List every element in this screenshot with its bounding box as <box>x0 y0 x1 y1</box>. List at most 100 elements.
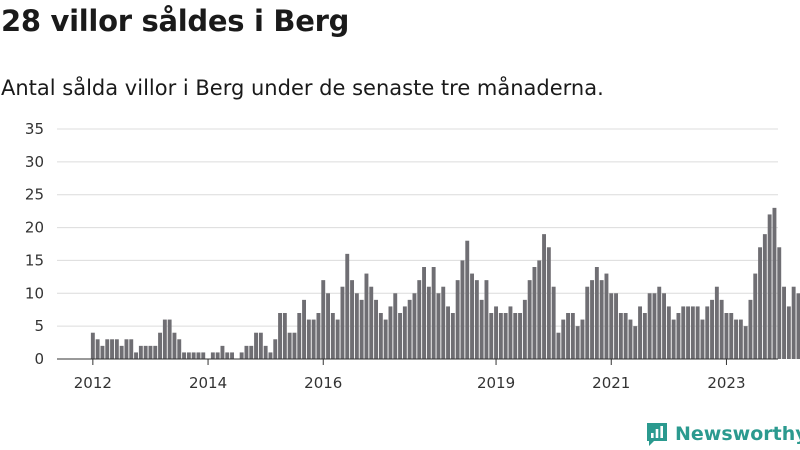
bar <box>566 313 570 359</box>
brand-name: Newsworthy <box>675 423 800 445</box>
bar <box>278 313 282 359</box>
bar <box>594 267 599 359</box>
bar <box>484 280 489 359</box>
bar <box>450 313 455 359</box>
bar <box>767 214 772 359</box>
bar <box>777 247 782 359</box>
bar <box>95 339 100 359</box>
bar <box>748 299 753 359</box>
bar <box>460 260 465 359</box>
bar <box>201 352 206 359</box>
bar <box>297 313 302 359</box>
x-tick-label: 2019 <box>477 374 515 392</box>
bar <box>537 260 542 359</box>
bar <box>580 319 585 359</box>
bar <box>378 313 383 359</box>
bar-chart: 0510152025303528201220142016201920212023… <box>25 120 800 392</box>
bar <box>772 207 777 359</box>
bar <box>642 313 647 359</box>
bar <box>196 352 201 359</box>
bar <box>129 339 134 359</box>
bar <box>628 319 633 359</box>
bar <box>633 326 638 359</box>
bar <box>758 247 762 359</box>
bar <box>210 352 215 359</box>
bar <box>791 286 796 359</box>
bar <box>441 286 446 359</box>
bar <box>796 293 800 359</box>
bar <box>446 306 450 359</box>
bar <box>225 352 230 359</box>
bar <box>172 332 177 359</box>
y-tick-label: 30 <box>25 153 44 171</box>
x-tick-label: 2021 <box>592 374 630 392</box>
bar <box>762 234 767 359</box>
bar <box>138 345 143 359</box>
bar <box>364 273 369 359</box>
bar <box>638 306 642 359</box>
bar <box>690 306 695 359</box>
bar <box>470 273 474 359</box>
bar <box>134 352 138 359</box>
bar <box>316 313 321 359</box>
bar <box>100 345 105 359</box>
bar <box>575 326 580 359</box>
bar <box>551 286 556 359</box>
bar <box>167 319 172 359</box>
bar <box>119 345 124 359</box>
y-tick-label: 15 <box>25 251 44 269</box>
bar <box>273 339 278 359</box>
bar <box>623 313 628 359</box>
bar <box>527 280 532 359</box>
bar <box>114 339 119 359</box>
bar <box>508 306 513 359</box>
bar <box>306 319 311 359</box>
bar <box>287 332 292 359</box>
bar <box>532 267 537 359</box>
bar <box>417 280 422 359</box>
bar <box>258 332 263 359</box>
bar <box>455 280 460 359</box>
bar <box>422 267 426 359</box>
bar <box>220 345 225 359</box>
bar <box>738 319 743 359</box>
bar <box>724 313 729 359</box>
bar <box>686 306 690 359</box>
chart-subtitle: Antal sålda villor i Berg under de senas… <box>1 76 604 100</box>
bar <box>782 286 786 359</box>
bar <box>177 339 182 359</box>
bar <box>436 293 441 359</box>
bar <box>311 319 316 359</box>
newsworthy-logo-icon <box>647 423 667 446</box>
bar <box>292 332 297 359</box>
bar <box>734 319 738 359</box>
bar <box>426 286 431 359</box>
bar <box>158 332 162 359</box>
bar <box>489 313 494 359</box>
bar <box>590 280 594 359</box>
bar <box>518 313 522 359</box>
bar <box>710 299 714 359</box>
bar <box>513 313 518 359</box>
bar <box>148 345 153 359</box>
bar <box>230 352 234 359</box>
bar <box>666 306 671 359</box>
bar <box>585 286 590 359</box>
bar <box>186 352 191 359</box>
bar <box>268 352 273 359</box>
bar <box>388 306 393 359</box>
bar <box>556 332 561 359</box>
bar <box>215 352 220 359</box>
x-tick-label: 2014 <box>189 374 227 392</box>
bar <box>105 339 110 359</box>
y-tick-label: 35 <box>25 120 44 138</box>
bar <box>263 345 268 359</box>
bar <box>162 319 167 359</box>
bar <box>681 306 686 359</box>
bar <box>570 313 575 359</box>
brand-logo: Newsworthy <box>645 421 800 447</box>
x-tick-label: 2012 <box>74 374 112 392</box>
bar <box>402 306 407 359</box>
y-tick-label: 10 <box>25 284 44 302</box>
